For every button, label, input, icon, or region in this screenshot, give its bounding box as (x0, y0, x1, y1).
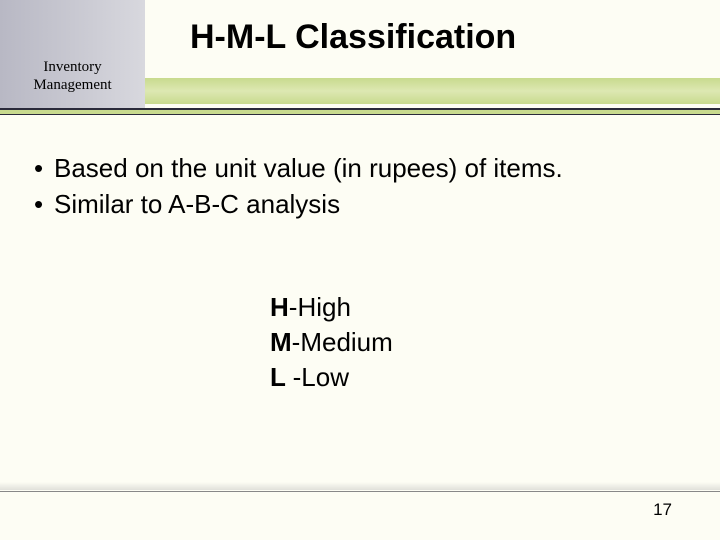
def-bold: H (270, 292, 289, 322)
slide-header: Inventory Management H-M-L Classificatio… (0, 0, 720, 110)
def-rest: -High (289, 292, 351, 322)
bottom-line (0, 491, 720, 492)
bullet-item: Based on the unit value (in rupees) of i… (30, 150, 690, 186)
bullet-list: Based on the unit value (in rupees) of i… (30, 150, 690, 223)
def-rest: -Medium (292, 327, 393, 357)
content-area: Based on the unit value (in rupees) of i… (30, 150, 690, 223)
header-green-band (145, 78, 720, 104)
header-left-label: Inventory Management (0, 58, 145, 94)
slide-title: H-M-L Classification (190, 18, 516, 57)
header-separator-bottom (0, 114, 720, 115)
left-label-line1: Inventory (43, 59, 101, 75)
def-rest: -Low (293, 362, 349, 392)
definitions-block: H-High M-Medium L -Low (270, 290, 393, 395)
definition-high: H-High (270, 290, 393, 325)
definition-low: L -Low (270, 360, 393, 395)
def-bold: M (270, 327, 292, 357)
page-number: 17 (653, 500, 672, 520)
def-bold: L (270, 362, 293, 392)
left-label-line2: Management (33, 77, 111, 93)
bottom-shadow (0, 482, 720, 490)
bullet-item: Similar to A-B-C analysis (30, 186, 690, 222)
definition-medium: M-Medium (270, 325, 393, 360)
